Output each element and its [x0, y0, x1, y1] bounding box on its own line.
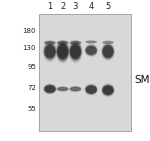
Text: 2: 2 [60, 2, 65, 11]
Text: 4: 4 [88, 2, 94, 11]
Text: 95: 95 [27, 64, 36, 70]
Text: 180: 180 [22, 28, 36, 34]
Text: SMIF: SMIF [134, 75, 150, 85]
Text: 72: 72 [27, 85, 36, 91]
Text: 5: 5 [105, 2, 111, 11]
Text: 3: 3 [73, 2, 78, 11]
Text: 1: 1 [47, 2, 53, 11]
Text: 130: 130 [22, 45, 36, 51]
Text: 55: 55 [27, 106, 36, 112]
